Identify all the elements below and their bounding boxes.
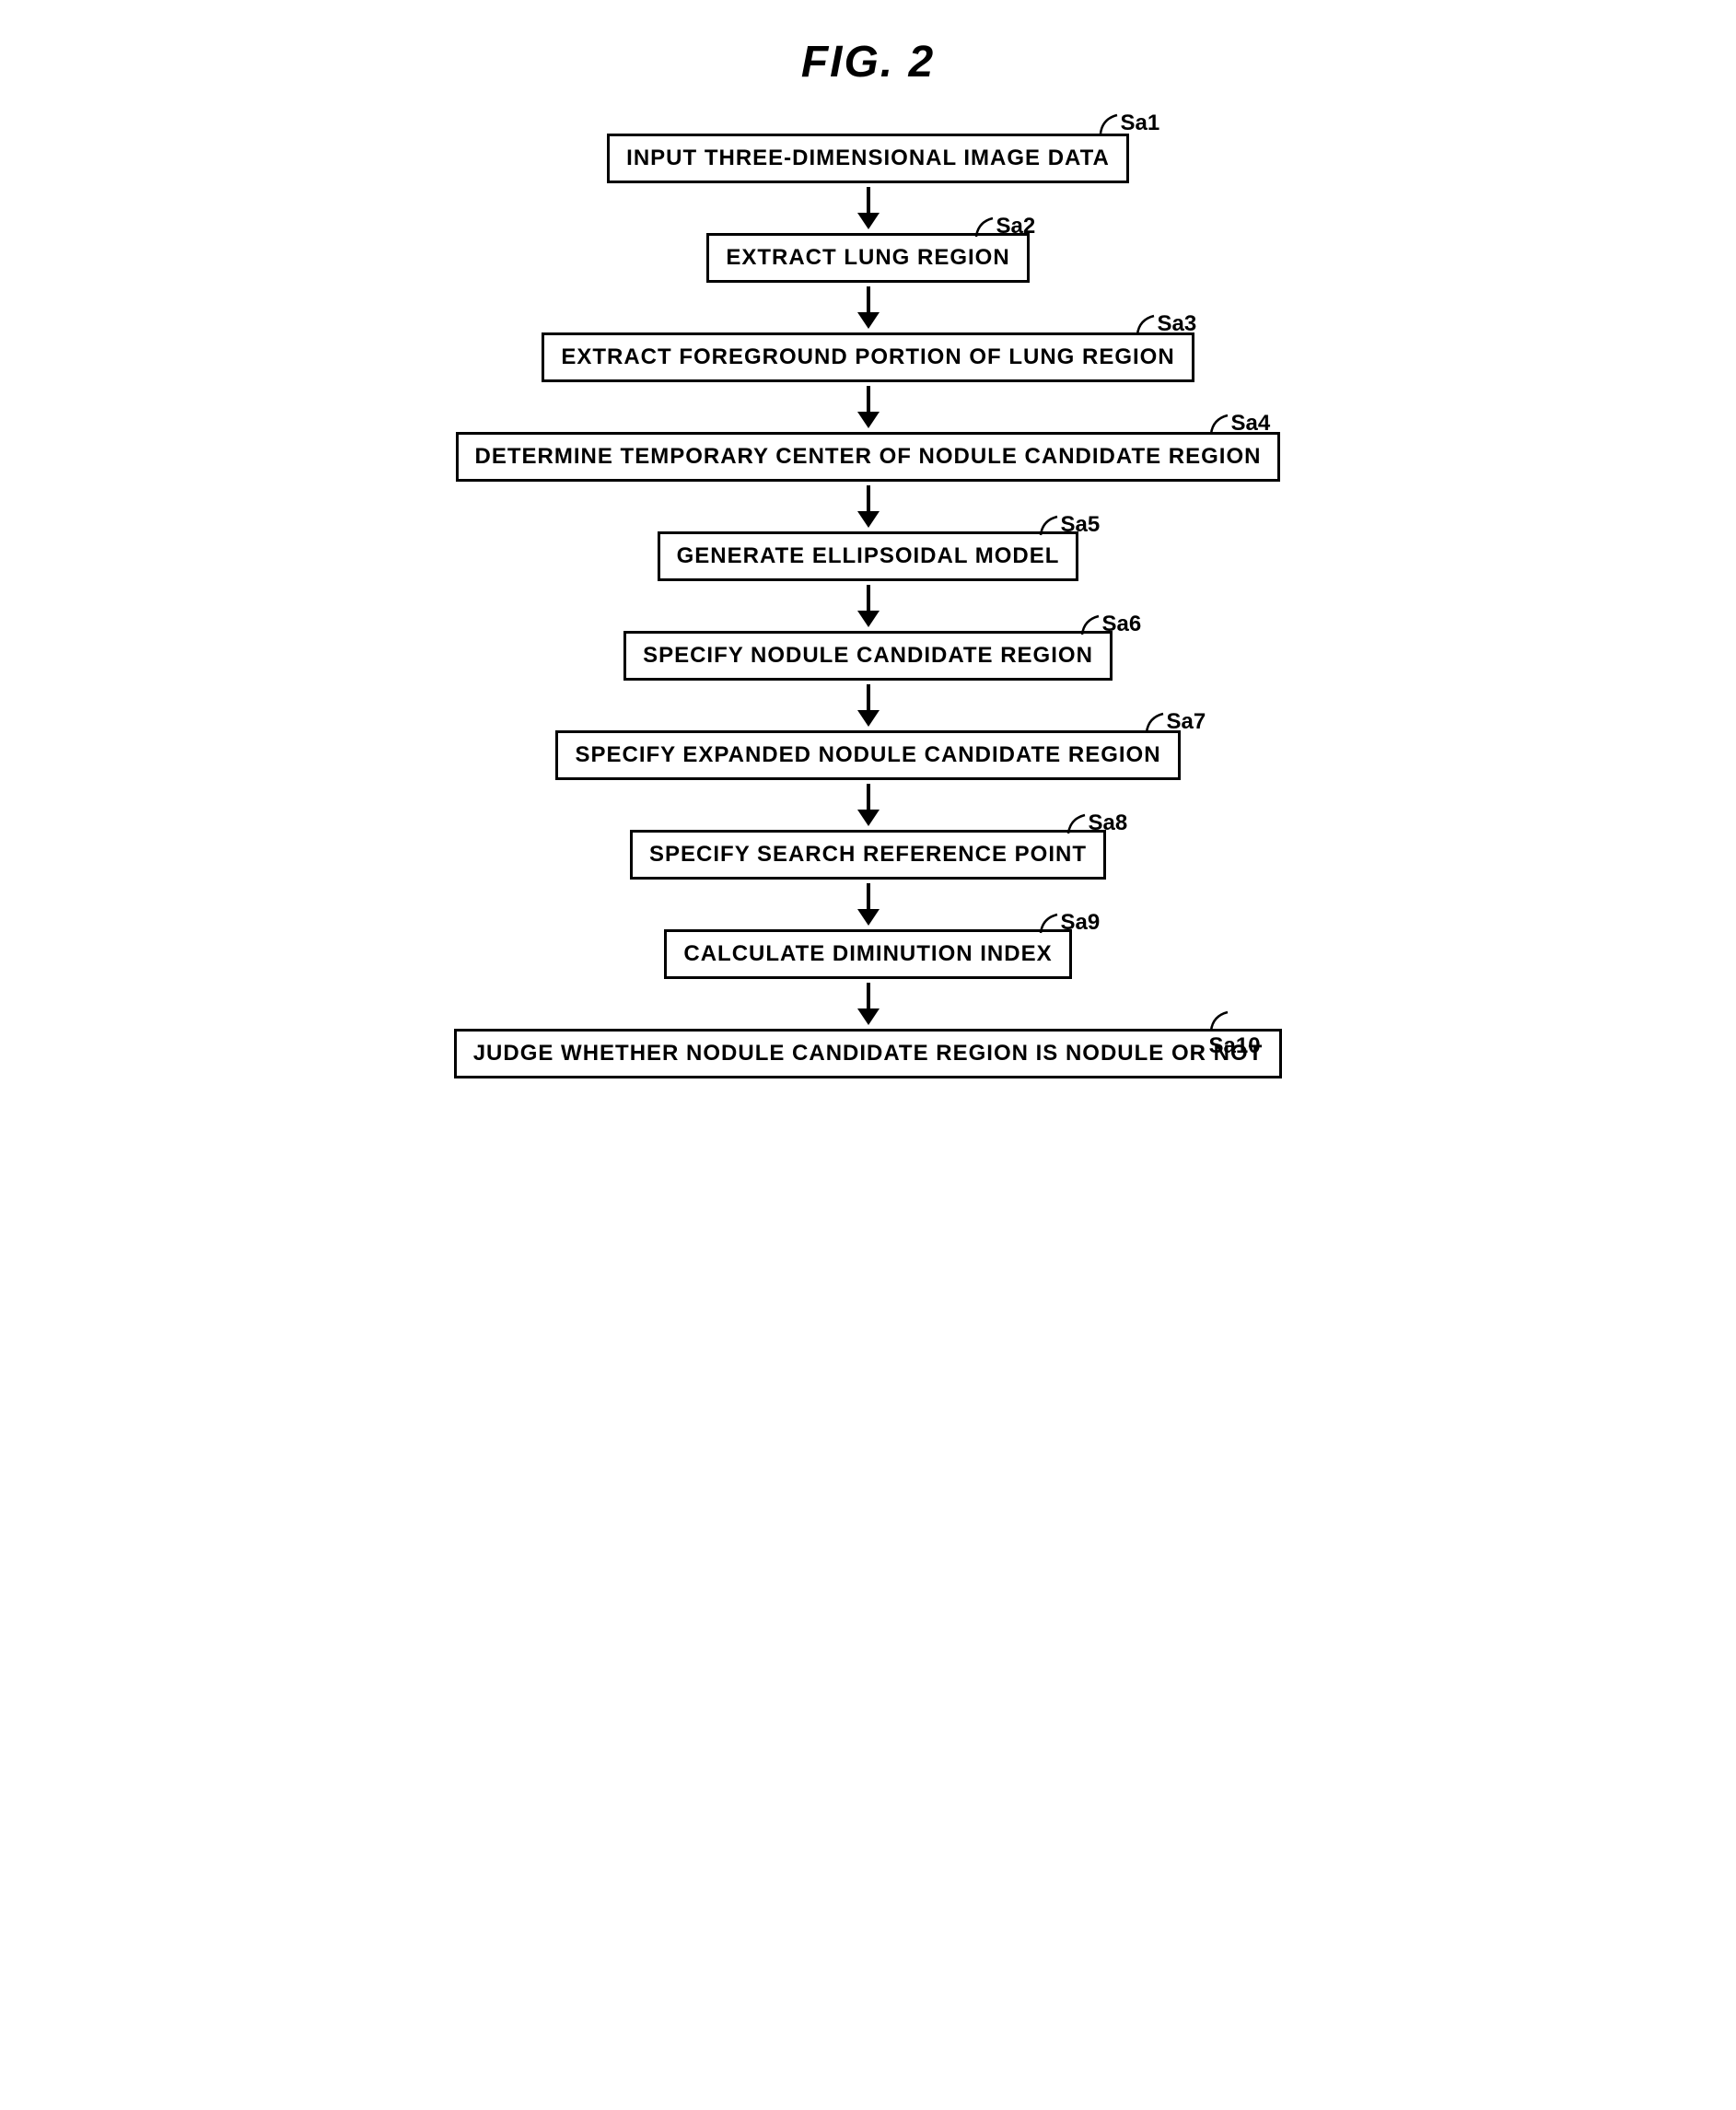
arrow-icon bbox=[857, 684, 880, 727]
arrow-icon bbox=[857, 883, 880, 926]
step-sa6: Sa6SPECIFY NODULE CANDIDATE REGION bbox=[454, 631, 1283, 681]
step-sa5: Sa5GENERATE ELLIPSOIDAL MODEL bbox=[454, 531, 1283, 581]
step-label: Sa2 bbox=[974, 209, 1036, 239]
arrow-icon bbox=[857, 585, 880, 627]
arrow-head bbox=[857, 412, 880, 428]
step-label: Sa8 bbox=[1066, 806, 1128, 836]
arrow-icon bbox=[857, 187, 880, 229]
figure-container: FIG. 2 Sa1INPUT THREE-DIMENSIONAL IMAGE … bbox=[454, 37, 1283, 1078]
arrow-line bbox=[867, 585, 870, 612]
step-label: Sa1 bbox=[1099, 106, 1160, 136]
figure-title: FIG. 2 bbox=[454, 37, 1283, 87]
step-label: Sa3 bbox=[1136, 307, 1197, 337]
step-label: Sa6 bbox=[1080, 607, 1142, 637]
arrow-line bbox=[867, 187, 870, 215]
arrow-icon bbox=[857, 286, 880, 329]
step-box: JUDGE WHETHER NODULE CANDIDATE REGION IS… bbox=[454, 1029, 1283, 1078]
step-label: Sa9 bbox=[1039, 905, 1101, 936]
arrow-line bbox=[867, 485, 870, 513]
step-box: CALCULATE DIMINUTION INDEX bbox=[664, 929, 1071, 979]
arrow-icon bbox=[857, 784, 880, 826]
step-box: DETERMINE TEMPORARY CENTER OF NODULE CAN… bbox=[456, 432, 1281, 482]
arrow-head bbox=[857, 312, 880, 329]
arrow-line bbox=[867, 784, 870, 811]
arrow-head bbox=[857, 611, 880, 627]
arrow-line bbox=[867, 883, 870, 911]
step-sa1: Sa1INPUT THREE-DIMENSIONAL IMAGE DATA bbox=[454, 134, 1283, 183]
step-sa2: Sa2EXTRACT LUNG REGION bbox=[454, 233, 1283, 283]
arrow-head bbox=[857, 710, 880, 727]
step-box: SPECIFY SEARCH REFERENCE POINT bbox=[630, 830, 1106, 880]
step-box: SPECIFY NODULE CANDIDATE REGION bbox=[623, 631, 1113, 681]
flowchart: Sa1INPUT THREE-DIMENSIONAL IMAGE DATA Sa2… bbox=[454, 134, 1283, 1078]
step-box: GENERATE ELLIPSOIDAL MODEL bbox=[658, 531, 1079, 581]
step-sa10: Sa10JUDGE WHETHER NODULE CANDIDATE REGIO… bbox=[454, 1029, 1283, 1078]
step-sa7: Sa7SPECIFY EXPANDED NODULE CANDIDATE REG… bbox=[454, 730, 1283, 780]
arrow-line bbox=[867, 983, 870, 1010]
arrow-head bbox=[857, 1008, 880, 1025]
step-sa3: Sa3EXTRACT FOREGROUND PORTION OF LUNG RE… bbox=[454, 332, 1283, 382]
step-box: SPECIFY EXPANDED NODULE CANDIDATE REGION bbox=[555, 730, 1180, 780]
step-box: EXTRACT FOREGROUND PORTION OF LUNG REGIO… bbox=[542, 332, 1194, 382]
step-label: Sa10 bbox=[1209, 1003, 1283, 1059]
step-box: INPUT THREE-DIMENSIONAL IMAGE DATA bbox=[607, 134, 1129, 183]
step-sa4: Sa4DETERMINE TEMPORARY CENTER OF NODULE … bbox=[454, 432, 1283, 482]
arrow-icon bbox=[857, 485, 880, 528]
arrow-head bbox=[857, 810, 880, 826]
arrow-icon bbox=[857, 983, 880, 1025]
step-label: Sa4 bbox=[1209, 406, 1271, 437]
arrow-head bbox=[857, 909, 880, 926]
step-label: Sa7 bbox=[1145, 705, 1206, 735]
arrow-line bbox=[867, 684, 870, 712]
arrow-icon bbox=[857, 386, 880, 428]
arrow-line bbox=[867, 386, 870, 414]
step-sa9: Sa9CALCULATE DIMINUTION INDEX bbox=[454, 929, 1283, 979]
step-sa8: Sa8SPECIFY SEARCH REFERENCE POINT bbox=[454, 830, 1283, 880]
arrow-head bbox=[857, 511, 880, 528]
step-label: Sa5 bbox=[1039, 507, 1101, 538]
arrow-line bbox=[867, 286, 870, 314]
arrow-head bbox=[857, 213, 880, 229]
